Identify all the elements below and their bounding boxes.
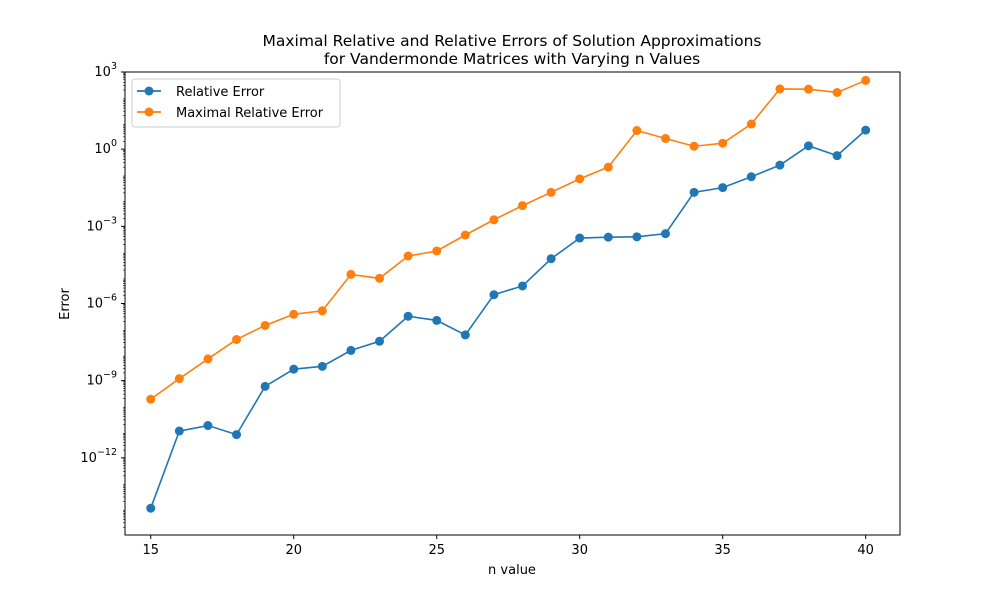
data-point-relative-error xyxy=(575,233,585,243)
legend-marker-relative-error xyxy=(144,86,154,96)
data-point-maximal-relative-error xyxy=(375,273,385,283)
data-point-maximal-relative-error xyxy=(861,75,871,85)
data-point-relative-error xyxy=(232,430,242,440)
data-point-relative-error xyxy=(518,281,528,291)
series-layer xyxy=(146,75,871,513)
x-tick-label: 35 xyxy=(714,543,731,558)
data-point-maximal-relative-error xyxy=(546,187,556,197)
data-point-relative-error xyxy=(260,381,270,391)
data-point-relative-error xyxy=(746,172,756,182)
data-point-maximal-relative-error xyxy=(832,87,842,97)
chart-title-line1: Maximal Relative and Relative Errors of … xyxy=(262,32,761,50)
data-point-maximal-relative-error xyxy=(803,84,813,94)
data-point-maximal-relative-error xyxy=(775,84,785,94)
data-point-relative-error xyxy=(432,315,442,325)
data-point-maximal-relative-error xyxy=(632,126,642,136)
data-point-maximal-relative-error xyxy=(718,138,728,148)
y-tick-label: 103 xyxy=(94,61,117,80)
x-tick-label: 25 xyxy=(428,543,445,558)
y-tick-label: 10−12 xyxy=(80,447,117,466)
series-line-relative-error xyxy=(149,129,867,509)
data-point-maximal-relative-error xyxy=(603,162,613,172)
x-tick-label: 15 xyxy=(142,543,159,558)
data-point-maximal-relative-error xyxy=(489,215,499,225)
legend-label-relative-error: Relative Error xyxy=(176,85,265,100)
y-tick-label: 10−9 xyxy=(86,370,117,389)
data-point-maximal-relative-error xyxy=(146,394,156,404)
y-axis-ticks: 10−12 10−9 10−6 10−3 100 103 xyxy=(80,61,125,528)
x-axis-label: n value xyxy=(488,563,536,578)
data-point-relative-error xyxy=(146,503,156,513)
data-point-relative-error xyxy=(861,125,871,135)
x-tick-label: 20 xyxy=(285,543,302,558)
data-point-maximal-relative-error xyxy=(203,354,213,364)
legend-box xyxy=(131,78,341,128)
data-point-relative-error xyxy=(460,330,470,340)
data-point-relative-error xyxy=(403,311,413,321)
data-point-relative-error xyxy=(832,151,842,161)
y-tick-label: 10−6 xyxy=(86,293,117,312)
data-point-relative-error xyxy=(689,187,699,197)
data-point-relative-error xyxy=(546,254,556,264)
data-point-maximal-relative-error xyxy=(317,306,327,316)
data-point-relative-error xyxy=(660,229,670,239)
legend: Relative Error Maximal Relative Error xyxy=(131,78,341,128)
data-point-maximal-relative-error xyxy=(689,141,699,151)
data-point-maximal-relative-error xyxy=(460,230,470,240)
data-point-relative-error xyxy=(203,421,213,431)
y-tick-label: 10−3 xyxy=(86,215,117,234)
data-point-relative-error xyxy=(375,336,385,346)
data-point-maximal-relative-error xyxy=(289,309,299,319)
data-point-relative-error xyxy=(632,232,642,242)
data-point-relative-error xyxy=(603,232,613,242)
data-point-maximal-relative-error xyxy=(746,119,756,129)
legend-marker-maximal-relative-error xyxy=(144,107,154,117)
data-point-relative-error xyxy=(289,364,299,374)
data-point-maximal-relative-error xyxy=(575,174,585,184)
data-point-maximal-relative-error xyxy=(403,251,413,261)
x-axis-ticks: 15 20 25 30 35 40 xyxy=(142,535,874,558)
x-tick-label: 30 xyxy=(571,543,588,558)
data-point-relative-error xyxy=(346,345,356,355)
data-point-maximal-relative-error xyxy=(518,201,528,211)
data-point-relative-error xyxy=(718,183,728,193)
data-point-maximal-relative-error xyxy=(174,374,184,384)
chart-title-line2: for Vandermonde Matrices with Varying n … xyxy=(324,50,700,68)
data-point-relative-error xyxy=(803,141,813,151)
series-line-maximal-relative-error xyxy=(150,79,866,400)
data-point-maximal-relative-error xyxy=(432,246,442,256)
data-point-maximal-relative-error xyxy=(660,133,670,143)
data-point-relative-error xyxy=(317,361,327,371)
y-axis-label: Error xyxy=(58,288,73,320)
y-tick-label: 100 xyxy=(94,138,117,157)
data-point-maximal-relative-error xyxy=(346,269,356,279)
data-point-maximal-relative-error xyxy=(232,334,242,344)
data-point-relative-error xyxy=(174,426,184,436)
data-point-relative-error xyxy=(489,290,499,300)
legend-label-maximal-relative-error: Maximal Relative Error xyxy=(176,106,324,121)
data-point-relative-error xyxy=(775,160,785,170)
data-point-maximal-relative-error xyxy=(260,320,270,330)
x-tick-label: 40 xyxy=(857,543,874,558)
